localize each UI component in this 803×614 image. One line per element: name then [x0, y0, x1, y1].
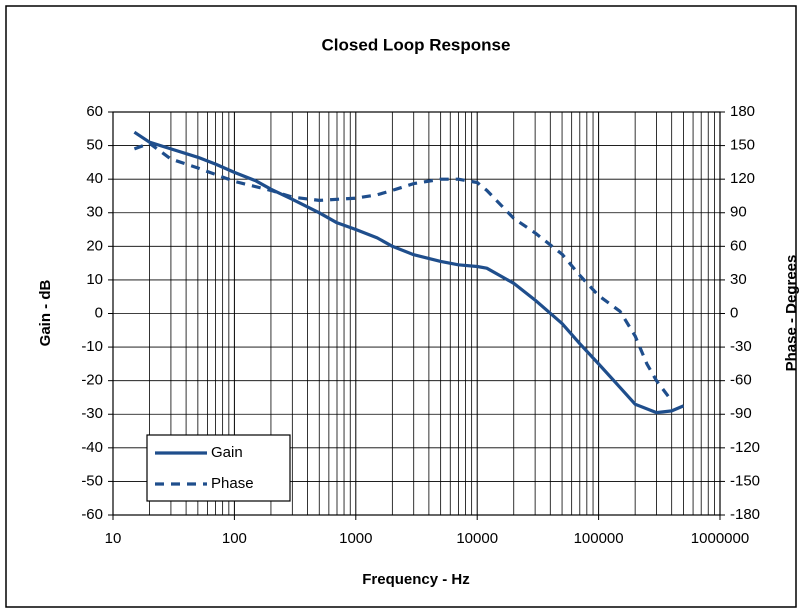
y-tick-label: 40: [86, 170, 103, 187]
x-tick-label: 100: [222, 530, 247, 547]
y2-tick-label: -150: [730, 472, 760, 489]
x-tick-label: 100000: [574, 530, 624, 547]
y-tick-label: 50: [86, 137, 103, 154]
y-tick-label: -30: [81, 405, 103, 422]
x-tick-label: 1000000: [691, 530, 749, 547]
y-tick-label: -60: [81, 506, 103, 523]
y2-tick-label: 60: [730, 237, 747, 254]
y2-tick-label: -90: [730, 405, 752, 422]
y2-tick-label: 0: [730, 304, 738, 321]
y2-axis-label: Phase - Degrees: [783, 255, 800, 372]
legend-label: Phase: [211, 475, 254, 492]
y-tick-label: -20: [81, 372, 103, 389]
chart-border: [5, 5, 797, 608]
series-line: [133, 141, 673, 402]
y2-tick-label: 30: [730, 271, 747, 288]
y-tick-label: -40: [81, 439, 103, 456]
x-tick-label: 10: [105, 530, 122, 547]
x-tick-label: 1000: [339, 530, 372, 547]
series-line: [133, 130, 685, 415]
y-tick-label: -10: [81, 338, 103, 355]
y2-tick-label: 120: [730, 170, 755, 187]
chart-title: Closed Loop Response: [322, 35, 511, 54]
legend-box: [146, 434, 291, 502]
y-tick-label: 10: [86, 271, 103, 288]
y-axis-label: Gain - dB: [37, 280, 54, 347]
y2-tick-label: 180: [730, 103, 755, 120]
x-axis-label: Frequency - Hz: [362, 571, 470, 588]
y2-tick-label: -60: [730, 372, 752, 389]
plot-area: [112, 111, 721, 516]
y2-tick-label: 90: [730, 204, 747, 221]
y-tick-label: 0: [95, 304, 103, 321]
y-tick-label: 20: [86, 237, 103, 254]
y-tick-label: -50: [81, 472, 103, 489]
legend-label: Gain: [211, 444, 243, 461]
y-tick-label: 30: [86, 204, 103, 221]
y2-tick-label: -180: [730, 506, 760, 523]
y2-tick-label: 150: [730, 137, 755, 154]
y-tick-label: 60: [86, 103, 103, 120]
y2-tick-label: -120: [730, 439, 760, 456]
x-tick-label: 10000: [456, 530, 498, 547]
y2-tick-label: -30: [730, 338, 752, 355]
